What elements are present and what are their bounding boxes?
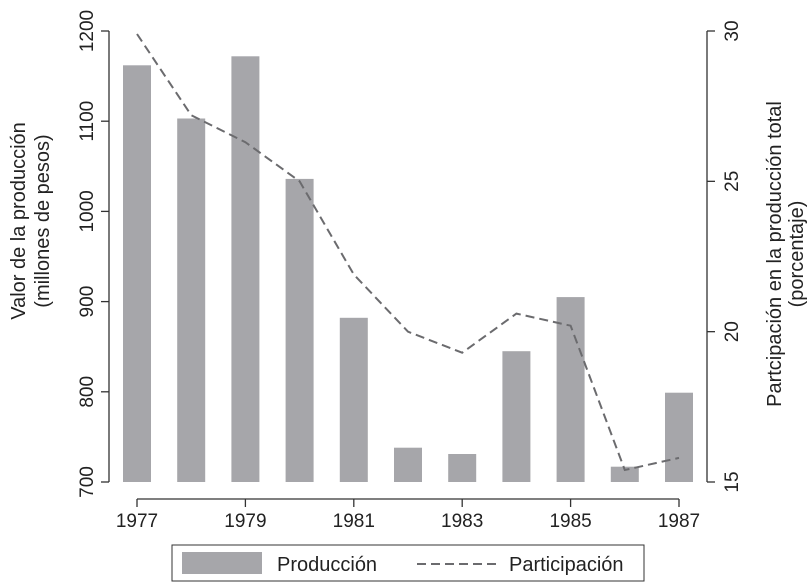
y-left-tick-label-700: 700 <box>77 466 98 498</box>
y-left-tick-label-1200: 1200 <box>77 10 98 52</box>
participacion-line <box>136 33 680 472</box>
y-axis-left-title-line1: Valor de la producción <box>8 122 30 320</box>
y-axis-left-title-line2: (millones de pesos) <box>32 134 54 307</box>
legend-bar-swatch <box>182 552 262 574</box>
axes-group: 700 800 900 1000 1100 1200 15 20 25 30 1977 1979 198… <box>77 10 743 532</box>
y-right-tick-label-20: 20 <box>722 321 743 342</box>
x-tick-label-1985: 1985 <box>549 511 591 532</box>
bar-1987 <box>665 392 693 482</box>
y-left-tick-label-900: 900 <box>77 286 98 318</box>
x-tick-label-1983: 1983 <box>441 511 483 532</box>
bar-1984 <box>502 351 531 482</box>
y-right-tick-label-30: 30 <box>722 20 743 41</box>
bars-group <box>123 56 693 483</box>
bar-1983 <box>448 454 477 482</box>
y-axis-right-title-line2: (porcentaje) <box>786 201 808 308</box>
bar-1977 <box>123 65 151 483</box>
legend-label-produccion: Producción <box>277 554 377 576</box>
y-left-tick-label-800: 800 <box>77 376 98 408</box>
y-right-tick-label-25: 25 <box>722 171 743 192</box>
legend: Producción Participación <box>171 544 645 582</box>
x-tick-label-1979: 1979 <box>224 511 266 532</box>
y-right-tick-label-15: 15 <box>722 471 743 492</box>
bar-1981 <box>339 317 368 482</box>
bar-1979 <box>231 56 260 483</box>
legend-label-participacion: Participación <box>509 554 624 576</box>
y-left-tick-label-1000: 1000 <box>77 190 98 232</box>
y-axis-right-title-line1: Partcipación en la producción total <box>764 101 786 407</box>
bar-1980 <box>285 178 314 482</box>
x-tick-label-1977: 1977 <box>116 511 158 532</box>
bar-1978 <box>177 118 206 482</box>
bar-1982 <box>394 447 422 482</box>
y-left-tick-label-1100: 1100 <box>77 101 98 142</box>
line-group <box>136 33 680 472</box>
x-tick-label-1987: 1987 <box>658 511 700 532</box>
bar-1986 <box>610 466 639 482</box>
x-tick-label-1981: 1981 <box>333 511 375 532</box>
